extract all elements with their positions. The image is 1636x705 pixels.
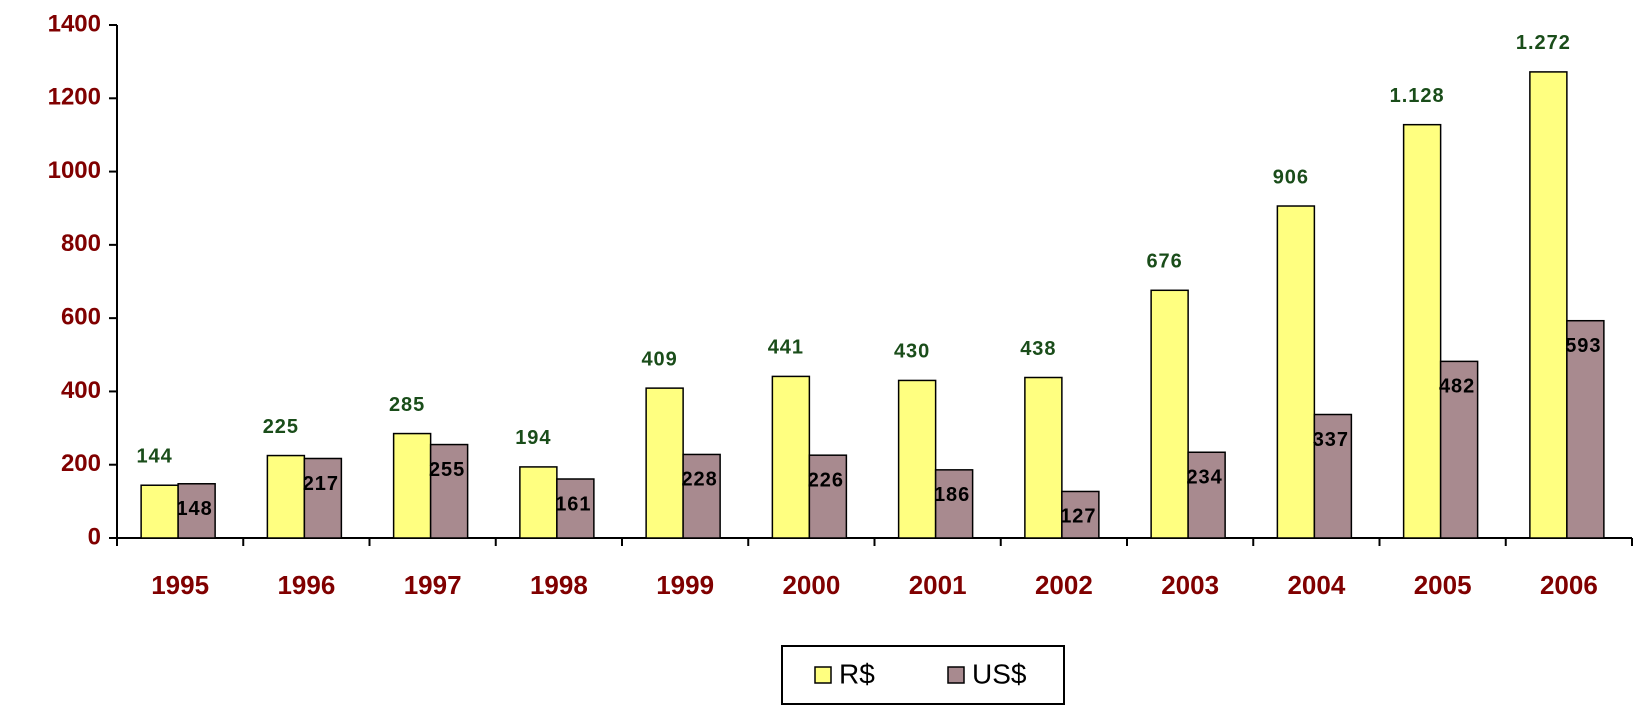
value-label: 593 [1565,335,1601,357]
bar [1276,205,1316,539]
value-label: 186 [934,484,970,506]
value-label: 234 [1186,467,1222,489]
y-tick-label: 1400 [48,10,101,37]
x-tick-label: 1999 [656,570,714,600]
bar [392,432,432,539]
value-label: 441 [768,337,804,359]
bar [1150,289,1189,539]
value-label: 676 [1146,251,1182,273]
y-tick-label: 1200 [48,84,101,111]
value-label: 409 [641,348,677,370]
value-label: 161 [555,493,591,515]
bar [1061,490,1100,539]
x-tick-label: 2004 [1287,570,1345,600]
value-label: 228 [681,469,717,491]
bar [1402,123,1442,539]
bar [519,466,558,539]
x-tick-label: 1995 [151,570,209,600]
y-tick-label: 1000 [48,157,101,184]
value-label: 127 [1060,506,1096,528]
bar [808,454,848,539]
y-tick-label: 600 [61,303,101,330]
value-label: 285 [389,394,425,416]
x-tick-label: 2001 [909,570,967,600]
bar [1313,413,1353,539]
bar [1439,360,1479,539]
legend-swatch [947,666,965,684]
y-tick-label: 0 [88,523,101,550]
x-tick-label: 1997 [404,570,462,600]
x-tick-label: 2005 [1414,570,1472,600]
value-label: 1.128 [1390,85,1445,107]
value-label: 226 [808,469,844,491]
bar [556,478,595,539]
bar [682,453,721,539]
x-tick-label: 1998 [530,570,588,600]
x-tick-label: 2003 [1161,570,1219,600]
bar [177,483,216,539]
x-tick-label: 1996 [277,570,335,600]
value-label: 430 [894,341,930,363]
value-label: 1.272 [1516,32,1571,54]
value-label: 906 [1273,166,1309,188]
bar [897,379,937,539]
bar [1024,376,1063,539]
bar [1187,451,1226,539]
value-label: 225 [263,416,299,438]
value-label: 148 [176,498,212,520]
x-tick-label: 2000 [782,570,840,600]
x-tick-label: 2002 [1035,570,1093,600]
value-label: 194 [515,427,551,449]
value-label: 438 [1020,338,1056,360]
bar [303,457,343,539]
bar [645,387,684,539]
value-label: 482 [1439,376,1475,398]
legend-label: R$ [839,658,875,689]
value-label: 217 [303,473,339,495]
bar [429,443,469,539]
y-tick-label: 400 [61,377,101,404]
value-label: 337 [1313,429,1349,451]
legend-swatch [814,666,832,684]
bar [1566,319,1605,539]
bar [934,469,974,539]
bar [266,454,306,539]
bar [140,484,179,539]
y-tick-label: 200 [61,450,101,477]
y-tick-label: 800 [61,230,101,257]
bar [1529,71,1568,539]
x-tick-label: 2006 [1540,570,1598,600]
bar [771,375,811,539]
legend-label: US$ [972,658,1027,689]
value-label: 144 [136,446,172,468]
value-label: 255 [429,459,465,481]
